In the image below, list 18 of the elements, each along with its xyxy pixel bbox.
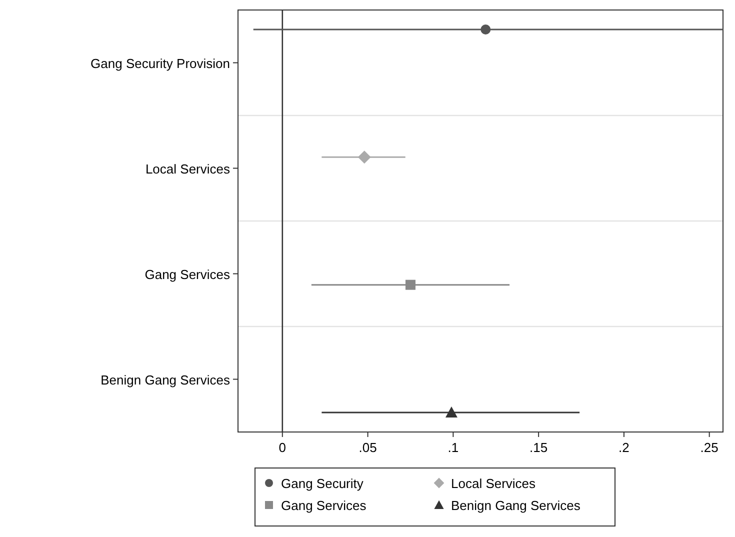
y-tick-label: Benign Gang Services (100, 372, 230, 388)
x-tick-label: .05 (358, 440, 377, 455)
legend-label: Local Services (451, 476, 536, 491)
y-tick-label: Gang Services (144, 266, 230, 282)
legend-label: Gang Security (281, 476, 364, 491)
legend-label: Benign Gang Services (451, 498, 581, 513)
x-tick-label: .2 (618, 440, 630, 455)
x-tick-label: .1 (448, 440, 459, 455)
point (358, 150, 371, 164)
point (405, 280, 416, 290)
y-tick-label: Gang Security Provision (90, 56, 230, 71)
x-tick-label: .25 (700, 440, 718, 455)
point (445, 406, 458, 418)
y-tick-label: Local Services (145, 161, 230, 176)
point (480, 24, 491, 35)
x-tick-label: 0 (278, 440, 286, 455)
legend-label: Gang Services (281, 498, 367, 513)
x-tick-label: .15 (530, 440, 548, 455)
